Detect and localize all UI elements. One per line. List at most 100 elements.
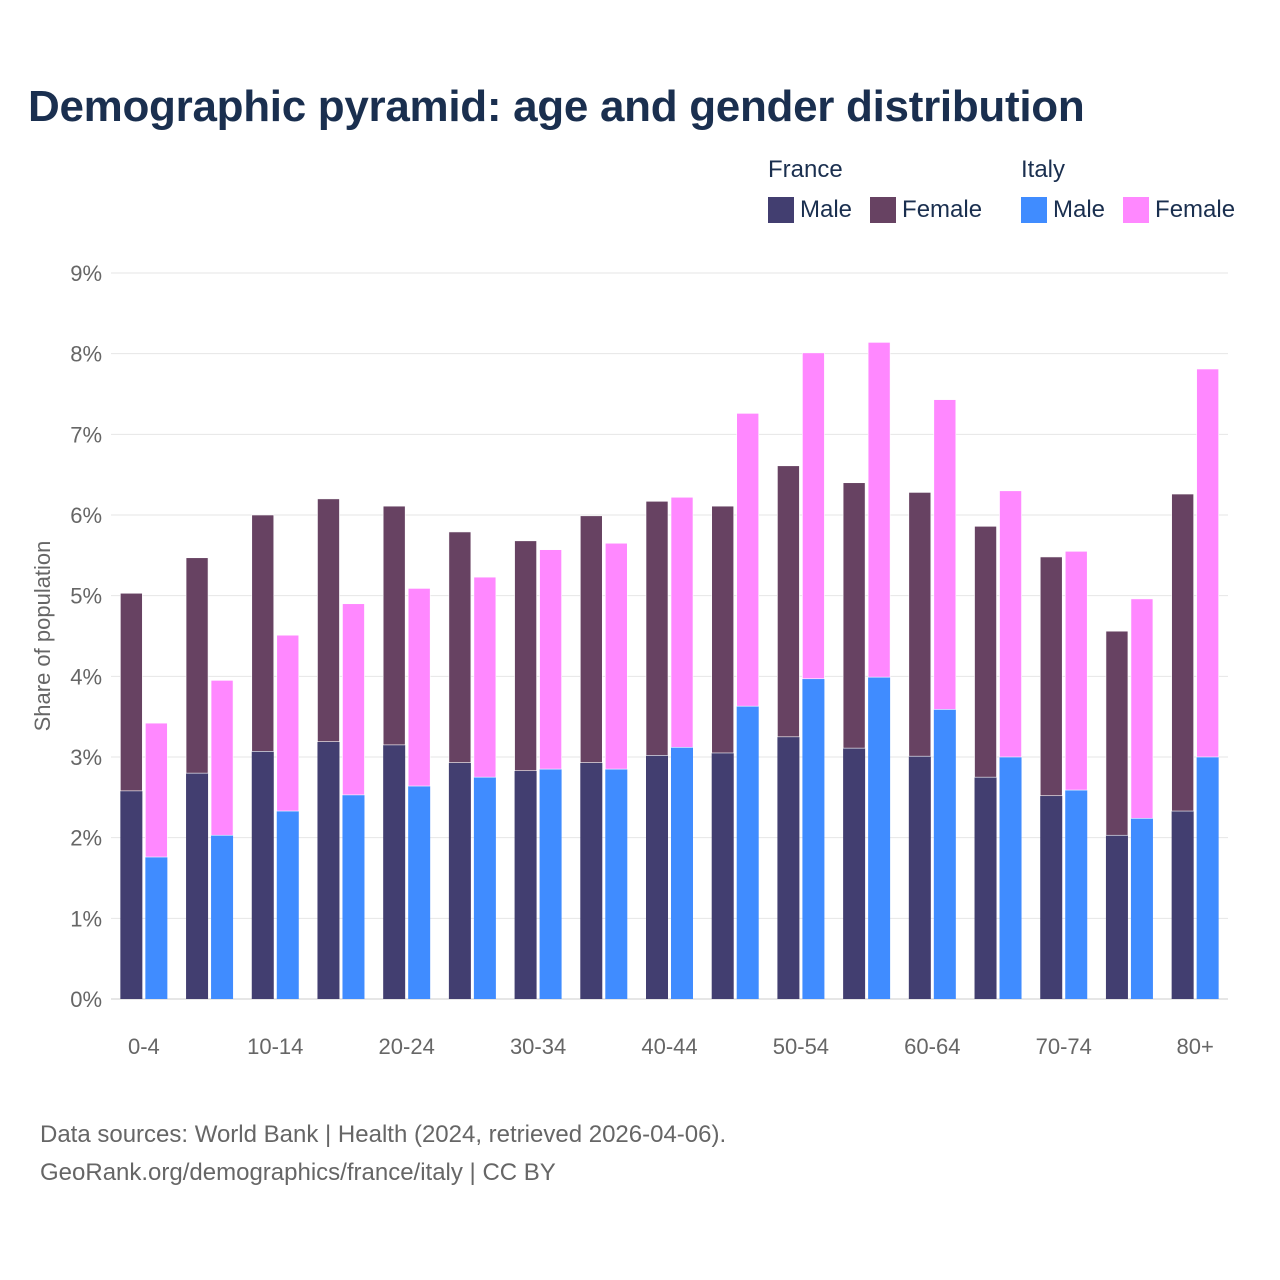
- bar-italy-female: [342, 603, 365, 796]
- bar-france-female: [317, 498, 340, 742]
- y-tick-label: 8%: [70, 342, 102, 367]
- bar-italy-male: [1196, 757, 1219, 999]
- bar-italy-female: [1130, 598, 1154, 819]
- legend-item-france-male[interactable]: Male: [768, 196, 852, 224]
- bar-italy-female: [539, 549, 562, 770]
- bar-france-male: [448, 762, 471, 999]
- bar-italy-female: [473, 576, 497, 778]
- bar-italy-male: [999, 757, 1022, 999]
- chart-plot: 0% 1% 2% 3% 4% 5% 6% 7% 8% 9% Share of population 0…: [30, 261, 1228, 1059]
- bar-france-female: [579, 515, 603, 763]
- bar-italy-male: [473, 777, 496, 999]
- bar-france-female: [448, 531, 472, 763]
- bar-france-female: [514, 540, 537, 772]
- legend-label: Female: [1155, 196, 1236, 223]
- bar-italy-female: [933, 399, 957, 710]
- x-tick-label: 60-64: [904, 1034, 960, 1059]
- bar-italy-female: [736, 413, 760, 707]
- bar-italy-female: [999, 490, 1022, 758]
- bar-italy-male: [868, 677, 891, 999]
- bar-france-female: [120, 592, 143, 792]
- data-source-note: Data sources: World Bank | Health (2024,…: [40, 1121, 727, 1148]
- bar-italy-male: [605, 769, 628, 999]
- legend-label: Female: [902, 196, 983, 223]
- bar-france-male: [777, 736, 800, 999]
- bar-italy-male: [342, 794, 365, 999]
- bar-france-female: [842, 482, 866, 749]
- bar-italy-male: [408, 786, 431, 999]
- bar-italy-male: [1065, 790, 1088, 999]
- bar-france-male: [646, 755, 668, 999]
- bar-france-female: [974, 525, 997, 778]
- footer: Data sources: World Bank | Health (2024,…: [40, 1116, 726, 1192]
- legend-item-italy-female[interactable]: Female: [1123, 196, 1235, 224]
- y-tick-label: 9%: [70, 261, 102, 286]
- bar-france-male: [1040, 795, 1063, 999]
- bar-italy-female: [210, 680, 234, 836]
- y-axis-label: Share of population: [30, 541, 55, 732]
- bar-france-female: [1105, 630, 1129, 836]
- bar-italy-female: [276, 634, 300, 812]
- legend-swatch: [1123, 197, 1150, 223]
- bar-france-male: [711, 752, 734, 999]
- bar-france-female: [777, 465, 800, 738]
- x-tick-label: 0-4: [128, 1034, 160, 1059]
- bar-italy-male: [145, 857, 168, 999]
- bar-italy-male: [539, 769, 562, 999]
- bar-italy-female: [407, 588, 431, 787]
- bar-france-female: [1171, 493, 1194, 812]
- legend-label: Male: [800, 196, 853, 223]
- bar-france-male: [974, 777, 997, 999]
- bar-italy-female: [145, 722, 168, 858]
- legend-group-france: France Male Female: [768, 156, 982, 224]
- bar-italy-female: [867, 342, 891, 678]
- bar-france-female: [645, 500, 669, 756]
- legend-swatch: [1021, 197, 1047, 223]
- bar-italy-female: [802, 352, 825, 680]
- bar-italy-male: [276, 811, 299, 999]
- bar-italy-male: [736, 706, 759, 999]
- y-tick-label: 0%: [70, 987, 102, 1012]
- attribution-link[interactable]: GeoRank.org/demographics/france/italy | …: [40, 1159, 556, 1186]
- legend-swatch: [768, 197, 794, 223]
- bar-france-female: [382, 505, 406, 746]
- bar-france-male: [514, 770, 537, 999]
- x-tick-label: 80+: [1176, 1034, 1213, 1059]
- bar-france-male: [1171, 811, 1194, 999]
- y-tick-label: 4%: [70, 664, 102, 689]
- bar-italy-female: [670, 496, 694, 748]
- bar-italy-male: [1130, 818, 1153, 999]
- bar-italy-female: [604, 542, 628, 770]
- bar-france-male: [843, 748, 866, 999]
- bar-france-male: [317, 741, 340, 999]
- legend-item-italy-male[interactable]: Male: [1021, 196, 1105, 224]
- legend-item-france-female[interactable]: Female: [870, 196, 982, 224]
- bar-france-male: [908, 756, 931, 999]
- bar-italy-male: [802, 678, 825, 999]
- x-tick-label: 10-14: [247, 1034, 303, 1059]
- legend-group-title: France: [768, 156, 843, 183]
- bar-france-male: [186, 773, 209, 999]
- y-tick-label: 5%: [70, 584, 102, 609]
- x-tick-label: 20-24: [379, 1034, 435, 1059]
- bar-france-female: [251, 514, 275, 752]
- bar-italy-female: [1064, 550, 1088, 791]
- chart-title: Demographic pyramid: age and gender dist…: [28, 82, 1085, 131]
- bar-france-male: [580, 762, 603, 999]
- bar-france-female: [1039, 556, 1063, 797]
- x-tick-label: 30-34: [510, 1034, 566, 1059]
- bar-italy-male: [211, 835, 234, 999]
- x-tick-label: 50-54: [773, 1034, 829, 1059]
- bar-italy-male: [933, 709, 956, 999]
- y-tick-label: 1%: [70, 906, 102, 931]
- legend-swatch: [870, 197, 897, 223]
- legend-group-title: Italy: [1021, 156, 1066, 183]
- bar-france-male: [1105, 835, 1128, 999]
- bar-italy-female: [1196, 368, 1219, 758]
- bar-france-male: [383, 744, 406, 999]
- bar-france-female: [908, 492, 932, 757]
- y-tick-label: 2%: [70, 826, 102, 851]
- x-tick-label: 40-44: [641, 1034, 697, 1059]
- legend-group-italy: Italy Male Female: [1021, 156, 1235, 224]
- bar-france-male: [251, 751, 274, 999]
